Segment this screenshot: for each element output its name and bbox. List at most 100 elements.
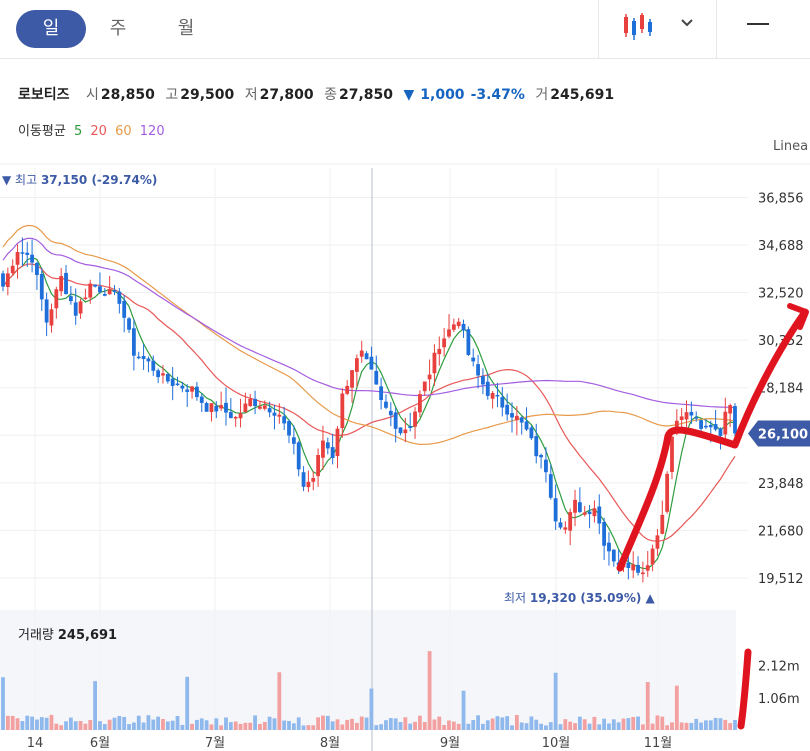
candle-body bbox=[73, 302, 78, 316]
volume-bar bbox=[238, 723, 243, 730]
volume-bar bbox=[345, 719, 350, 730]
scale-mode-label[interactable]: Linea bbox=[773, 139, 809, 154]
volume-bar bbox=[519, 722, 524, 730]
candle-body bbox=[626, 562, 631, 568]
ma-20-label: 20 bbox=[90, 124, 107, 139]
tab-daily[interactable]: 일 bbox=[16, 10, 86, 48]
candle-body bbox=[204, 402, 209, 412]
volume-bar bbox=[568, 721, 573, 730]
x-tick-label: 9월 bbox=[440, 736, 460, 751]
candle-body bbox=[650, 548, 655, 565]
volume-bar bbox=[49, 714, 54, 730]
annotation-volume-stroke bbox=[737, 648, 752, 730]
volume-bar bbox=[422, 722, 427, 730]
volume-bar bbox=[272, 718, 277, 730]
candle-body bbox=[384, 401, 388, 408]
candle-body bbox=[25, 252, 30, 255]
candle-body bbox=[398, 427, 403, 434]
candle-body bbox=[49, 309, 54, 326]
volume-tick-label: 1.06m bbox=[758, 692, 800, 707]
candle-body bbox=[136, 356, 141, 359]
volume-bar bbox=[364, 717, 369, 730]
candle-body bbox=[587, 511, 592, 515]
candle-body bbox=[340, 393, 345, 429]
volume-bar bbox=[301, 725, 306, 730]
x-tick-label: 11월 bbox=[644, 736, 673, 751]
candle-body bbox=[287, 421, 291, 436]
volume-bar bbox=[534, 719, 539, 730]
candle-body bbox=[413, 411, 417, 427]
moving-average-legend[interactable]: 이동평균 5 20 60 120 bbox=[18, 120, 169, 139]
volume-bar bbox=[403, 717, 408, 730]
candle-body bbox=[20, 252, 25, 254]
volume-bar bbox=[723, 719, 728, 730]
candlestick-chart-icon[interactable] bbox=[622, 12, 654, 42]
chevron-down-icon[interactable] bbox=[678, 14, 696, 32]
high-value: 29,500 bbox=[180, 87, 235, 103]
volume-bar bbox=[529, 716, 534, 730]
tab-monthly[interactable]: 월 bbox=[177, 18, 195, 39]
volume-bar bbox=[228, 722, 233, 730]
tab-weekly[interactable]: 주 bbox=[109, 18, 127, 39]
volume-bar bbox=[505, 716, 510, 730]
volume-bar bbox=[209, 724, 214, 730]
volume-panel-background bbox=[0, 610, 736, 730]
volume-bar bbox=[59, 725, 64, 730]
volume-bar bbox=[718, 718, 723, 730]
volume-bar bbox=[626, 718, 631, 730]
candle-body bbox=[505, 404, 510, 415]
candle-body bbox=[180, 385, 185, 389]
volume-bar bbox=[597, 724, 602, 730]
volume-bar bbox=[258, 723, 262, 730]
candle-body bbox=[127, 318, 131, 330]
volume-bar bbox=[418, 715, 422, 730]
candle-body bbox=[1, 273, 5, 287]
candle-body bbox=[311, 478, 316, 482]
menu-icon[interactable] bbox=[747, 22, 769, 26]
current-price-label: 26,100 bbox=[758, 427, 808, 442]
volume-bar bbox=[674, 685, 679, 730]
volume-bar bbox=[451, 721, 456, 730]
candle-body bbox=[694, 417, 699, 419]
annotation-arrow-stroke bbox=[616, 308, 809, 572]
candle-body bbox=[573, 499, 577, 513]
candle-body bbox=[291, 437, 296, 444]
volume-bar bbox=[665, 725, 670, 730]
candle-body bbox=[447, 329, 451, 337]
volume-bar bbox=[539, 723, 543, 730]
candle-body bbox=[602, 522, 607, 546]
candle-body bbox=[495, 394, 500, 397]
volume-bar bbox=[170, 720, 175, 730]
candle-body bbox=[301, 472, 306, 487]
volume-bar bbox=[587, 723, 592, 730]
candle-body bbox=[267, 408, 272, 413]
volume-bar bbox=[514, 715, 519, 730]
volume-bar bbox=[291, 723, 296, 730]
volume-bar bbox=[713, 717, 718, 730]
volume-bar bbox=[398, 721, 403, 730]
volume-bar bbox=[413, 721, 417, 730]
volume-bar bbox=[214, 718, 219, 730]
candle-body bbox=[151, 360, 156, 371]
volume-bar bbox=[733, 719, 737, 730]
candle-body bbox=[534, 436, 539, 457]
volume-bar bbox=[107, 719, 112, 730]
candle-body bbox=[471, 357, 476, 362]
volume-bar bbox=[354, 722, 359, 730]
candle-body bbox=[563, 527, 568, 530]
open-value: 28,850 bbox=[100, 87, 155, 103]
volume-bar bbox=[471, 720, 476, 730]
candle-body bbox=[350, 370, 354, 388]
candle-body bbox=[199, 396, 204, 403]
candle-body bbox=[93, 284, 98, 287]
volume-bar bbox=[384, 720, 388, 730]
volume-bar bbox=[379, 724, 384, 730]
volume-bar bbox=[311, 725, 316, 730]
candle-body bbox=[117, 291, 122, 304]
volume-bar bbox=[316, 717, 320, 730]
high-label: 고 bbox=[165, 87, 179, 103]
candle-body bbox=[228, 412, 233, 419]
candle-body bbox=[548, 474, 553, 498]
volume-bar bbox=[640, 724, 645, 730]
